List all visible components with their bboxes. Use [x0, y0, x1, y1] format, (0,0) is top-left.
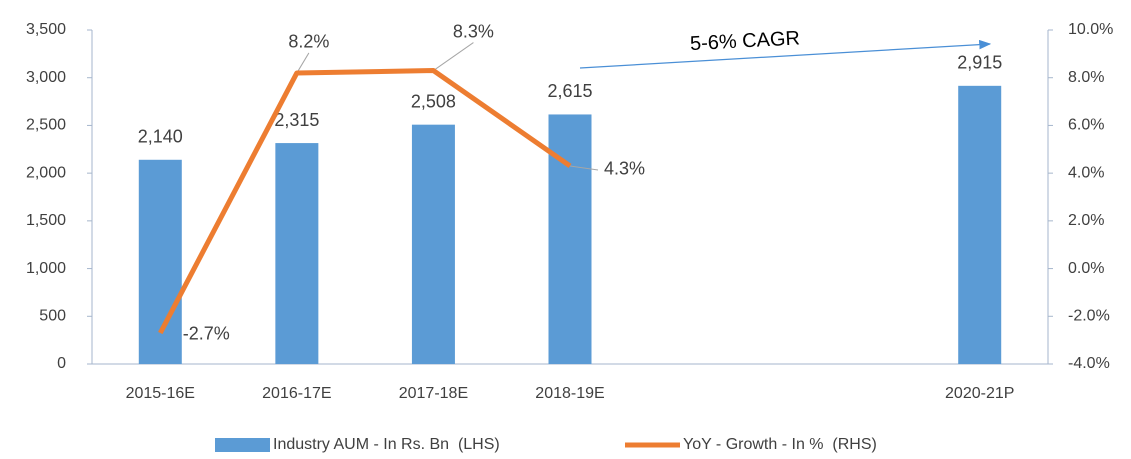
bar-label: 2,508 — [411, 91, 456, 111]
y2-tick-label: 0.0% — [1068, 260, 1104, 277]
y-tick-label: 1,000 — [26, 260, 66, 277]
leader-line — [433, 42, 474, 71]
y-tick-label: 2,500 — [26, 117, 66, 134]
y-tick-label: 3,000 — [26, 69, 66, 86]
bar — [548, 114, 592, 364]
line-label: 8.3% — [453, 21, 494, 41]
leader-line — [296, 52, 310, 74]
y2-tick-label: 4.0% — [1068, 164, 1104, 181]
legend-label: Industry AUM - In Rs. Bn (LHS) — [273, 436, 500, 453]
bar — [958, 85, 1002, 364]
y-tick-label: 3,500 — [26, 21, 66, 38]
bar-label: 2,615 — [547, 81, 592, 101]
line-label: 4.3% — [604, 159, 645, 179]
cagr-arrow — [579, 39, 992, 69]
x-tick-label: 2017-18E — [399, 385, 468, 402]
x-tick-label: 2020-21P — [945, 385, 1014, 402]
y2-tick-label: -2.0% — [1068, 308, 1110, 325]
y-tick-label: 1,500 — [26, 212, 66, 229]
y-tick-label: 2,000 — [26, 164, 66, 181]
y-tick-label: 500 — [39, 308, 66, 325]
line-label: 8.2% — [288, 32, 329, 52]
y2-tick-label: 6.0% — [1068, 117, 1104, 134]
bar-label: 2,315 — [274, 110, 319, 130]
bar — [138, 159, 182, 364]
y2-tick-label: -4.0% — [1068, 355, 1110, 372]
y2-tick-label: 10.0% — [1068, 21, 1113, 38]
bar — [275, 143, 319, 364]
y2-tick-label: 8.0% — [1068, 69, 1104, 86]
line-label: -2.7% — [183, 324, 230, 344]
y2-tick-label: 2.0% — [1068, 212, 1104, 229]
legend-label: YoY - Growth - In % (RHS) — [683, 436, 877, 453]
x-tick-label: 2018-19E — [535, 385, 604, 402]
bar — [411, 124, 455, 364]
bar-label: 2,915 — [957, 53, 1002, 73]
x-tick-label: 2016-17E — [262, 385, 331, 402]
annotation: 5-6% CAGR — [689, 27, 800, 55]
y-tick-label: 0 — [57, 355, 66, 372]
bar-label: 2,140 — [138, 127, 183, 147]
leader-line — [569, 165, 599, 171]
line — [158, 68, 572, 335]
x-tick-label: 2015-16E — [126, 385, 195, 402]
legend-swatch — [215, 438, 270, 452]
